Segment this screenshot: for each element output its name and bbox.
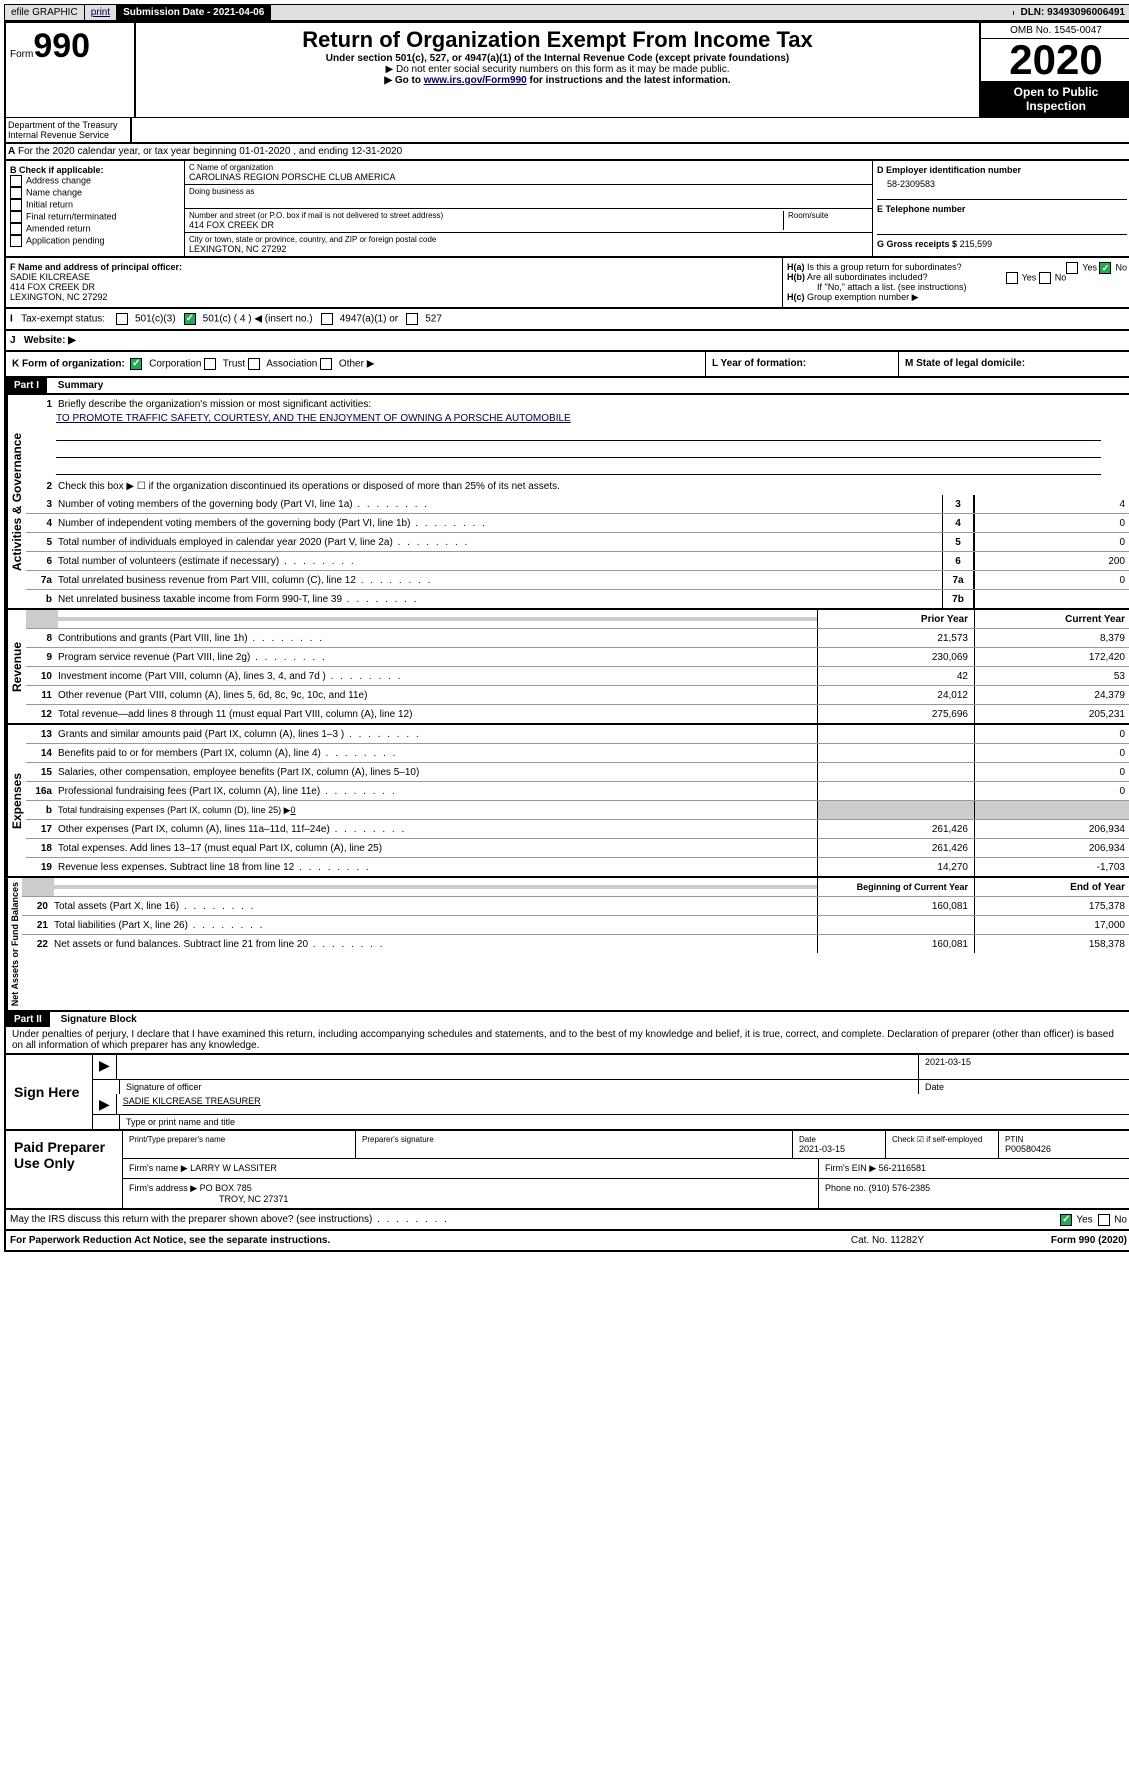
irs-link[interactable]: www.irs.gov/Form990 xyxy=(424,75,527,86)
form-title: Return of Organization Exempt From Incom… xyxy=(140,27,975,53)
year-box: OMB No. 1545-0047 2020 Open to Public In… xyxy=(979,23,1129,117)
section-b: B Check if applicable: Address change Na… xyxy=(6,161,185,256)
side-net-assets: Net Assets or Fund Balances xyxy=(6,878,22,1010)
discuss-row: May the IRS discuss this return with the… xyxy=(4,1210,1129,1231)
section-i: I Tax-exempt status: 501(c)(3) ✓ 501(c) … xyxy=(4,307,1129,329)
section-k: K Form of organization: ✓ Corporation Tr… xyxy=(4,350,1129,376)
print-link[interactable]: print xyxy=(85,5,117,20)
part-2-header: Part II xyxy=(6,1012,50,1027)
form-id-box: Form990 xyxy=(6,23,136,117)
efile-label: efile GRAPHIC xyxy=(5,5,85,20)
sign-block: Sign Here ▶2021-03-15 Signature of offic… xyxy=(4,1053,1129,1131)
perjury-text: Under penalties of perjury, I declare th… xyxy=(4,1027,1129,1053)
side-governance: Activities & Governance xyxy=(6,395,26,608)
section-c: C Name of organizationCAROLINAS REGION P… xyxy=(185,161,873,256)
part-1-header: Part I xyxy=(6,378,47,393)
section-de: D Employer identification number 58-2309… xyxy=(873,161,1129,256)
side-revenue: Revenue xyxy=(6,610,26,723)
side-expenses: Expenses xyxy=(6,725,26,876)
submission-date: Submission Date - 2021-04-06 xyxy=(117,5,271,20)
paid-preparer-block: Paid Preparer Use Only Print/Type prepar… xyxy=(4,1131,1129,1210)
header-bar: efile GRAPHIC print Submission Date - 20… xyxy=(4,4,1129,21)
form-title-area: Return of Organization Exempt From Incom… xyxy=(136,23,979,117)
tax-year-line: A For the 2020 calendar year, or tax yea… xyxy=(4,142,1129,159)
dept-label: Department of the Treasury Internal Reve… xyxy=(6,118,132,142)
footer: For Paperwork Reduction Act Notice, see … xyxy=(4,1231,1129,1252)
dln: DLN: 93493096006491 xyxy=(1014,5,1129,20)
section-j: J Website: ▶ xyxy=(4,329,1129,350)
section-h: H(a) Is this a group return for subordin… xyxy=(783,258,1129,307)
section-f: F Name and address of principal officer:… xyxy=(6,258,783,307)
